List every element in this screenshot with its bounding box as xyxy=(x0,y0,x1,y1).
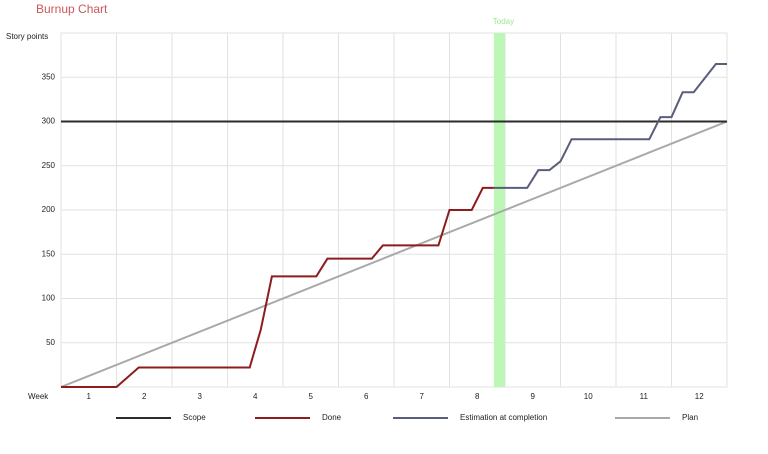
series-line xyxy=(61,186,494,388)
x-tick-label: 8 xyxy=(475,392,480,401)
legend-label: Estimation at completion xyxy=(460,413,547,422)
chart-title: Burnup Chart xyxy=(36,2,108,16)
x-axis-label: Week xyxy=(28,392,49,401)
x-tick-label: 2 xyxy=(142,392,147,401)
x-tick-label: 3 xyxy=(198,392,203,401)
x-tick-label: 5 xyxy=(309,392,314,401)
legend-label: Plan xyxy=(682,413,698,422)
x-tick-label: 1 xyxy=(87,392,92,401)
y-tick-label: 300 xyxy=(42,117,56,126)
y-tick-label: 50 xyxy=(46,338,55,347)
x-tick-label: 10 xyxy=(584,392,593,401)
today-label: Today xyxy=(493,17,514,26)
y-tick-label: 150 xyxy=(42,249,56,258)
legend-label: Done xyxy=(322,413,342,422)
y-tick-label: 350 xyxy=(42,72,56,81)
x-tick-label: 12 xyxy=(695,392,704,401)
y-tick-label: 250 xyxy=(42,161,56,170)
series-line xyxy=(493,62,727,189)
x-tick-label: 11 xyxy=(640,392,649,401)
today-band xyxy=(493,33,505,387)
y-tick-label: 100 xyxy=(42,294,56,303)
x-tick-label: 7 xyxy=(420,392,425,401)
series-line xyxy=(60,120,728,388)
legend-label: Scope xyxy=(183,413,206,422)
x-tick-label: 9 xyxy=(531,392,536,401)
x-tick-label: 4 xyxy=(253,392,258,401)
y-tick-label: 200 xyxy=(42,205,56,214)
y-axis-label: Story points xyxy=(6,32,48,41)
x-tick-label: 6 xyxy=(364,392,369,401)
